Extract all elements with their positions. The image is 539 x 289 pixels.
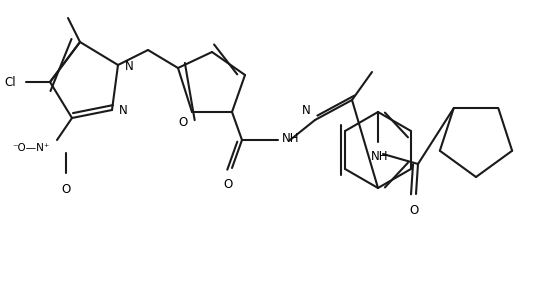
Text: O: O <box>179 116 188 129</box>
Text: O: O <box>410 204 419 217</box>
Text: N: N <box>302 104 311 117</box>
Text: ⁻O—N⁺: ⁻O—N⁺ <box>12 143 50 153</box>
Text: N: N <box>125 60 134 73</box>
Text: O: O <box>223 178 233 191</box>
Text: Cl: Cl <box>4 75 16 88</box>
Text: N: N <box>119 103 128 116</box>
Text: NH: NH <box>371 150 389 163</box>
Text: O: O <box>61 183 71 196</box>
Text: NH: NH <box>282 131 300 144</box>
